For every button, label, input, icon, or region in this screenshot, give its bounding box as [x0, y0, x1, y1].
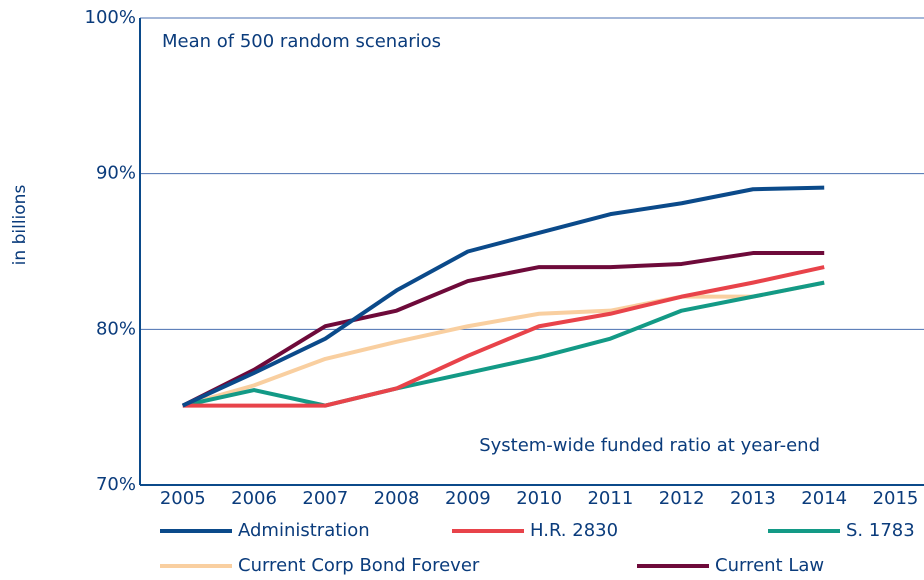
line-series: [182, 265, 825, 408]
x-tick-label: 2012: [659, 488, 705, 509]
line-series: [182, 280, 825, 408]
legend-label: S. 1783: [846, 520, 915, 541]
legend-label: Administration: [238, 520, 370, 541]
x-tick-label: 2007: [302, 488, 348, 509]
y-axis-label: in billions: [10, 185, 30, 266]
annotation: Mean of 500 random scenarios: [162, 31, 441, 52]
x-tick-label: 2005: [160, 488, 206, 509]
line-series: [182, 280, 825, 408]
line-series: [181, 251, 825, 408]
line-series: [181, 185, 825, 408]
x-tick-label: 2010: [516, 488, 562, 509]
y-tick-label: 70%: [96, 474, 136, 495]
annotation: System-wide funded ratio at year-end: [479, 435, 820, 456]
x-tick-label: 2011: [587, 488, 633, 509]
x-tick-label: 2014: [801, 488, 847, 509]
legend-label: Current Corp Bond Forever: [238, 555, 480, 576]
legend-label: H.R. 2830: [530, 520, 618, 541]
legend-label: Current Law: [715, 555, 824, 576]
x-tick-label: 2013: [730, 488, 776, 509]
x-tick-label: 2006: [231, 488, 277, 509]
y-tick-label: 100%: [85, 7, 136, 28]
x-tick-label: 2008: [374, 488, 420, 509]
x-tick-label: 2015: [873, 488, 919, 509]
y-tick-label: 90%: [96, 163, 136, 184]
y-tick-label: 80%: [96, 318, 136, 339]
x-tick-label: 2009: [445, 488, 491, 509]
